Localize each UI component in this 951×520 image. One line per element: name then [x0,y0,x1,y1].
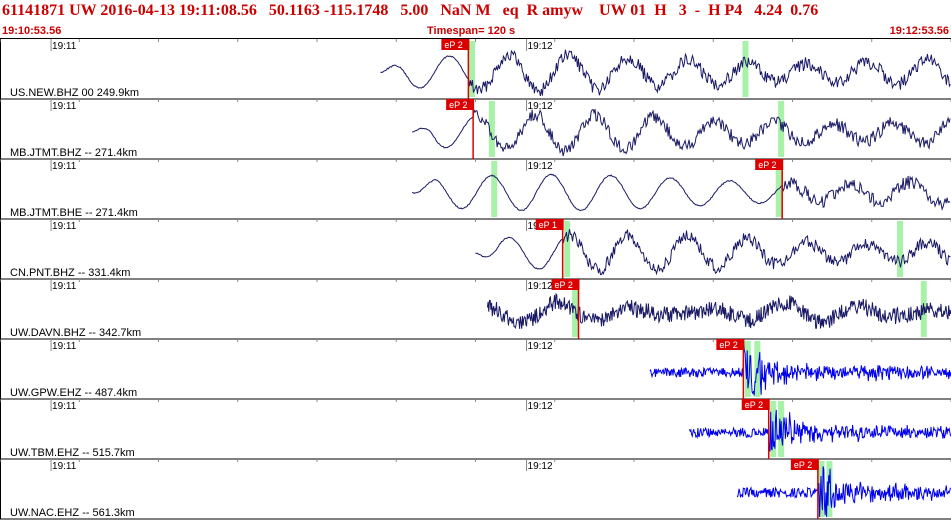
minute-tick-label: 19:12 [528,461,553,472]
pick-flag[interactable] [535,219,564,230]
minute-tick-label: 19:11 [52,281,77,292]
waveform-trace[interactable] [736,466,951,518]
minute-tick-label: 19:12 [528,41,553,52]
channel-label: UW.GPW.EHZ -- 487.4km [10,387,137,399]
pick-flag[interactable] [441,39,470,50]
channel-label: UW.DAVN.BHZ -- 342.7km [10,327,141,339]
pick-label: eP 2 [745,400,763,410]
time-window-bar [564,221,571,277]
pick-label: eP 2 [444,40,462,50]
channel-label: UW.NAC.EHZ -- 561.3km [10,507,135,519]
channel-label: CN.PNT.BHZ -- 331.4km [10,267,130,279]
start-time-label: 19:10:53.56 [2,25,62,37]
pick-label: eP 1 [539,220,557,230]
time-window-bar [896,221,903,277]
timespan-label: Timespan= 120 s [427,25,516,37]
pick-label: eP 2 [719,340,737,350]
channel-label: UW.TBM.EHZ -- 515.7km [10,447,135,459]
time-window-bar [742,41,749,97]
minute-tick-label: 19:12 [528,101,553,112]
header-divider [0,38,951,39]
time-window-bar [491,161,498,217]
minute-tick-label: 19:11 [52,341,77,352]
time-window-bar [826,461,833,517]
waveform-trace[interactable] [380,49,951,97]
minute-tick-label: 19:11 [52,41,77,52]
pick-flag[interactable] [790,459,819,470]
minute-tick-label: 19:11 [52,461,77,472]
minute-tick-label: 19:11 [52,221,77,232]
pick-flag[interactable] [446,99,475,110]
pick-flag[interactable] [551,279,580,290]
minute-tick-label: 19:11 [52,161,77,172]
waveform-trace[interactable] [689,409,951,452]
waveform-trace[interactable] [649,340,951,396]
pick-label: eP 2 [758,160,776,170]
end-time-label: 19:12:53.56 [889,25,949,37]
event-summary-line: 61141871 UW 2016-04-13 19:11:08.56 50.11… [2,2,819,19]
waveform-trace[interactable] [412,108,951,157]
pick-flag[interactable] [741,399,770,410]
minute-tick-label: 19:12 [528,341,553,352]
waveform-trace[interactable] [412,173,951,212]
waveform-trace[interactable] [475,229,951,276]
pick-label: eP 2 [449,100,467,110]
pick-label: eP 2 [555,280,573,290]
header-bar: 61141871 UW 2016-04-13 19:11:08.56 50.11… [0,0,951,39]
channel-label: MB.JTMT.BHE -- 271.4km [10,207,138,219]
minute-tick-label: 19:12 [528,401,553,412]
pick-label: eP 2 [794,460,812,470]
minute-tick-label: 19:11 [52,101,77,112]
minute-tick-label: 19:11 [52,401,77,412]
pick-flag[interactable] [755,159,784,170]
channel-label: MB.JTMT.BHZ -- 271.4km [10,147,137,159]
minute-tick-label: 19:12 [528,161,553,172]
pick-flag[interactable] [716,339,745,350]
waveform-trace[interactable] [486,292,951,330]
channel-label: US.NEW.BHZ 00 249.9km [10,87,139,99]
time-window-bar [488,101,495,157]
time-window-bar [469,41,476,97]
minute-tick-label: 19:12 [528,281,553,292]
